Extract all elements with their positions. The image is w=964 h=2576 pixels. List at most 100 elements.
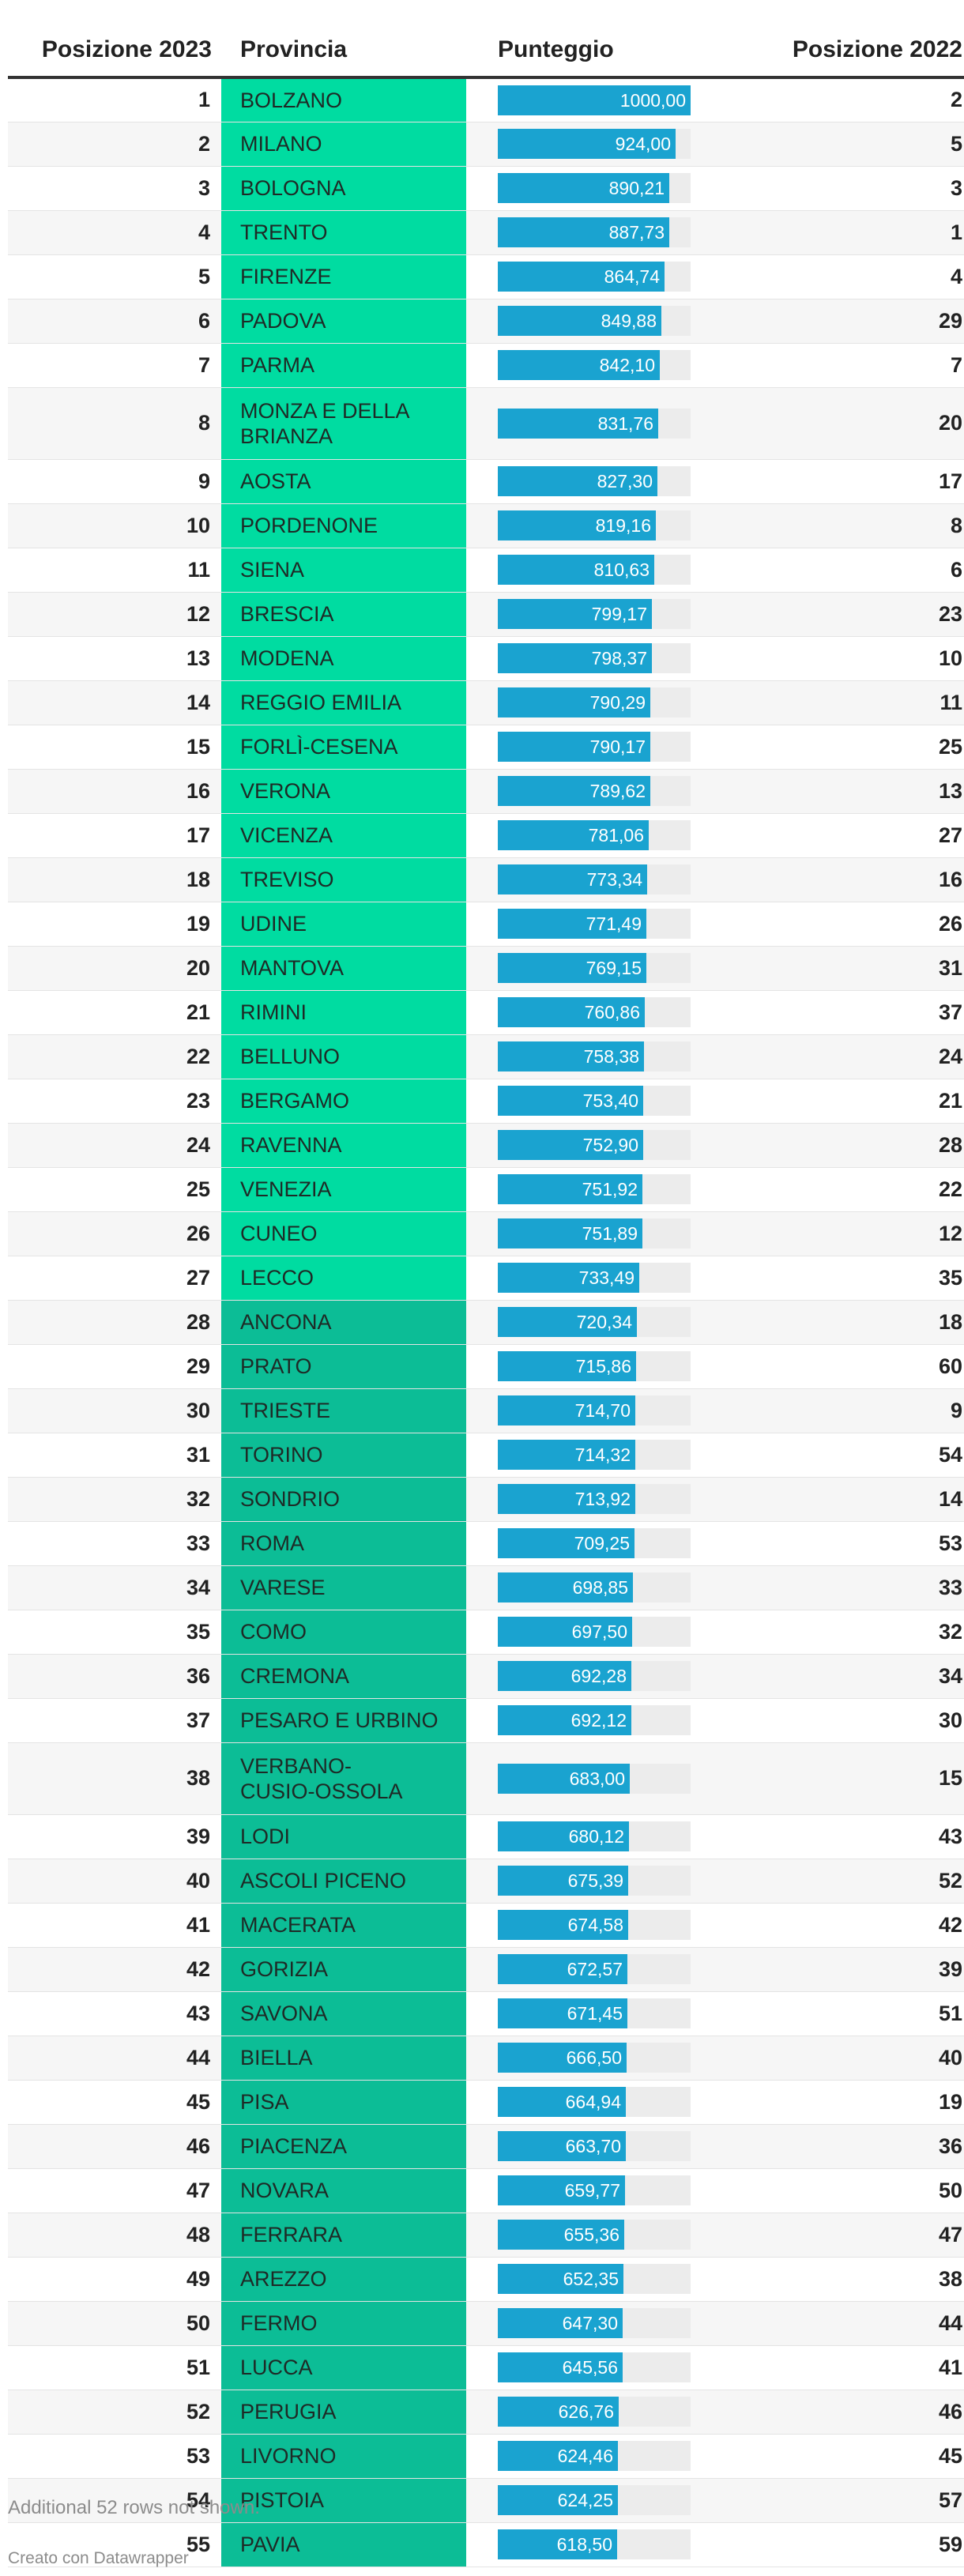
province-cell: VICENZA [221, 813, 466, 858]
score-cell: 751,89 [498, 1211, 711, 1256]
province-cell: FERMO [221, 2301, 466, 2346]
score-cell: 798,37 [498, 636, 711, 681]
header-position-2022[interactable]: Posizione 2022 [711, 24, 964, 79]
score-cell: 692,12 [498, 1698, 711, 1743]
score-cell: 618,50 [498, 2522, 711, 2567]
position-2022-cell: 40 [711, 2036, 964, 2081]
position-2023-cell: 9 [8, 459, 221, 504]
spacer-cell [466, 592, 498, 637]
score-bar-track: 753,40 [498, 1086, 691, 1116]
score-cell: 698,85 [498, 1565, 711, 1610]
score-cell: 819,16 [498, 503, 711, 548]
score-bar: 683,00 [498, 1763, 630, 1794]
score-bar: 714,32 [498, 1440, 635, 1470]
position-2023-cell: 55 [8, 2522, 221, 2567]
score-label: 924,00 [615, 134, 671, 154]
score-bar-track: 697,50 [498, 1617, 691, 1647]
spacer-cell [466, 122, 498, 167]
score-cell: 790,17 [498, 725, 711, 770]
score-bar-track: 789,62 [498, 776, 691, 806]
score-cell: 652,35 [498, 2257, 711, 2302]
score-label: 698,85 [572, 1577, 628, 1598]
score-cell: 810,63 [498, 548, 711, 593]
table-row: 39 LODI 680,12 43 [8, 1814, 964, 1859]
score-cell: 831,76 [498, 387, 711, 460]
table-row: 10 PORDENONE 819,16 8 [8, 503, 964, 548]
position-2023-cell: 29 [8, 1344, 221, 1389]
position-2023-cell: 12 [8, 592, 221, 637]
score-label: 773,34 [586, 869, 642, 890]
score-label: 683,00 [569, 1768, 625, 1789]
score-bar-track: 709,25 [498, 1528, 691, 1558]
position-2022-cell: 2 [711, 77, 964, 122]
table-row: 53 LIVORNO 624,46 45 [8, 2434, 964, 2479]
score-cell: 773,34 [498, 857, 711, 902]
score-cell: 674,58 [498, 1903, 711, 1948]
datawrapper-credit[interactable]: Creato con Datawrapper [8, 2549, 189, 2567]
score-bar-track: 720,34 [498, 1307, 691, 1337]
spacer-cell [466, 548, 498, 593]
position-2022-cell: 8 [711, 503, 964, 548]
position-2022-cell: 6 [711, 548, 964, 593]
score-bar-track: 758,38 [498, 1041, 691, 1071]
position-2022-cell: 54 [711, 1433, 964, 1478]
spacer-cell [466, 902, 498, 947]
score-label: 887,73 [608, 222, 665, 243]
score-bar-track: 680,12 [498, 1821, 691, 1851]
score-bar-track: 751,89 [498, 1218, 691, 1248]
score-label: 1000,00 [619, 89, 686, 111]
province-cell: PISTOIA [221, 2478, 466, 2523]
spacer-cell [466, 2168, 498, 2213]
score-cell: 675,39 [498, 1859, 711, 1904]
position-2022-cell: 43 [711, 1814, 964, 1859]
province-cell: PARMA [221, 343, 466, 388]
province-cell: SONDRIO [221, 1477, 466, 1522]
spacer-cell [466, 2522, 498, 2567]
score-bar: 672,57 [498, 1954, 627, 1984]
header-province[interactable]: Provincia [221, 24, 466, 79]
position-2023-cell: 23 [8, 1079, 221, 1124]
score-cell: 751,92 [498, 1167, 711, 1212]
score-bar: 666,50 [498, 2043, 627, 2073]
province-cell: VENEZIA [221, 1167, 466, 1212]
score-bar-track: 799,17 [498, 599, 691, 629]
spacer-cell [466, 387, 498, 460]
score-bar-track: 624,46 [498, 2441, 691, 2471]
table-row: 6 PADOVA 849,88 29 [8, 299, 964, 344]
score-bar-track: 714,70 [498, 1395, 691, 1425]
position-2022-cell: 37 [711, 990, 964, 1035]
position-2023-cell: 51 [8, 2345, 221, 2390]
position-2023-cell: 46 [8, 2124, 221, 2169]
position-2022-cell: 14 [711, 1477, 964, 1522]
position-2022-cell: 50 [711, 2168, 964, 2213]
score-bar-track: 924,00 [498, 129, 691, 159]
score-bar-track: 849,88 [498, 306, 691, 336]
spacer-cell [466, 1300, 498, 1345]
score-label: 692,12 [570, 1710, 627, 1731]
table-row: 46 PIACENZA 663,70 36 [8, 2124, 964, 2169]
spacer-cell [466, 813, 498, 858]
position-2023-cell: 19 [8, 902, 221, 947]
score-bar-track: 655,36 [498, 2220, 691, 2250]
spacer-cell [466, 1079, 498, 1124]
score-bar: 887,73 [498, 217, 669, 247]
position-2023-cell: 27 [8, 1256, 221, 1301]
score-bar-track: 771,49 [498, 909, 691, 939]
table-row: 26 CUNEO 751,89 12 [8, 1211, 964, 1256]
header-position-2023[interactable]: Posizione 2023 [8, 24, 221, 79]
position-2022-cell: 33 [711, 1565, 964, 1610]
score-cell: 624,46 [498, 2434, 711, 2479]
score-label: 674,58 [567, 1915, 623, 1935]
table-row: 51 LUCCA 645,56 41 [8, 2345, 964, 2390]
spacer-cell [466, 2434, 498, 2479]
spacer-cell [466, 1433, 498, 1478]
province-cell: AOSTA [221, 459, 466, 504]
header-score[interactable]: Punteggio [498, 24, 711, 79]
score-bar-track: 842,10 [498, 350, 691, 380]
score-label: 831,76 [597, 412, 653, 434]
score-label: 890,21 [608, 178, 665, 198]
score-cell: 781,06 [498, 813, 711, 858]
province-cell: UDINE [221, 902, 466, 947]
table-row: 22 BELLUNO 758,38 24 [8, 1034, 964, 1079]
